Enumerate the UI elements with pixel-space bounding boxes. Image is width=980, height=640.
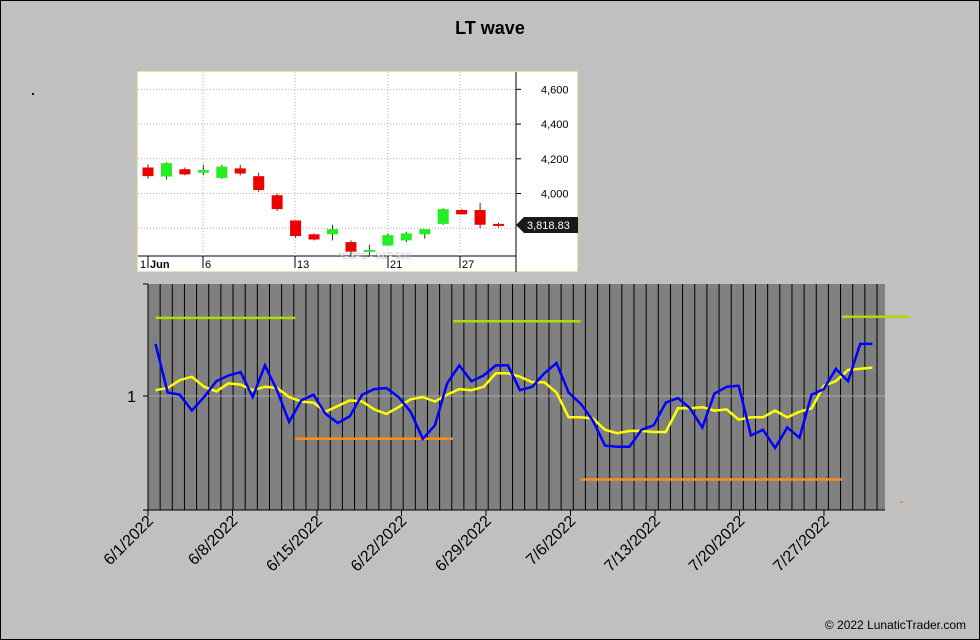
candle-body (271, 195, 283, 210)
main-x-tick-label: 7/13/2022 (601, 513, 663, 575)
main-chart: 1 6/1/2022 6/8/2022 6/15/2022 6/22/2022 … (101, 283, 909, 575)
marker-dot-orange (900, 501, 903, 503)
main-x-tick-labels: 6/1/2022 6/8/2022 6/15/2022 6/22/2022 6/… (101, 510, 833, 575)
wave-line (154, 342, 873, 451)
candle-body (308, 234, 320, 240)
main-x-tick-label: 7/27/2022 (770, 513, 832, 575)
inset-x-tick-label: 21 (390, 259, 402, 271)
inset-y-tick-label: 4,400 (541, 119, 569, 131)
last-price-tag-shape (516, 216, 578, 233)
inset-x-tick-labels: 1 Jun 6 13 21 27 (140, 256, 474, 271)
candle-body (253, 176, 265, 191)
candle-body (216, 166, 228, 178)
candle-body (363, 249, 375, 252)
inset-chart: ^GSPC - S&P 500 4,600 4,400 4,200 4,000 … (136, 70, 579, 273)
inset-x-tick-label: 13 (297, 259, 309, 271)
chart-title: LT wave (455, 18, 525, 38)
inset-watermark: ^GSPC - S&P 500 (337, 251, 410, 261)
inset-y-tick-label: 4,000 (541, 189, 569, 201)
main-x-tick-label: 6/1/2022 (101, 513, 157, 569)
candle-body (345, 242, 357, 252)
candle-body (382, 235, 394, 246)
marker-dot (32, 93, 34, 95)
inset-gridlines (138, 72, 516, 256)
inset-x-tick-label: 6 (205, 259, 211, 271)
inset-y-tick-labels: 4,600 4,400 4,200 4,000 (516, 84, 569, 201)
candle-body (437, 209, 449, 224)
candle-body (493, 223, 505, 226)
main-x-tick-label: 6/22/2022 (348, 513, 410, 575)
inset-y-tick-label: 4,200 (541, 154, 569, 166)
candle-body (142, 167, 154, 177)
candle-body (160, 163, 172, 177)
main-bands (155, 315, 909, 481)
main-x-tick-label: 7/6/2022 (523, 513, 579, 569)
last-price-tag: 3,818.83 (516, 216, 578, 233)
main-x-tick-label: 7/20/2022 (686, 513, 748, 575)
candle-body (419, 229, 431, 235)
inset-x-tick-label: 1 (140, 259, 146, 271)
main-y-tick-label: 1 (127, 389, 136, 406)
inset-y-tick-label: 4,600 (541, 84, 569, 96)
inset-candles (142, 162, 505, 257)
main-x-tick-label: 6/15/2022 (263, 513, 325, 575)
inset-x-tick-label: Jun (150, 259, 170, 271)
candle-body (327, 229, 338, 235)
last-price-label: 3,818.83 (527, 220, 570, 232)
candle-body (290, 220, 302, 237)
candle-body (474, 210, 486, 225)
main-x-tick-label: 6/8/2022 (185, 513, 241, 569)
candle-body (456, 210, 468, 215)
candle-body (179, 169, 191, 175)
inset-x-tick-label: 27 (462, 259, 474, 271)
inset-background (136, 70, 579, 273)
main-x-tick-label: 6/29/2022 (432, 513, 494, 575)
main-vertical-gridlines (159, 284, 878, 510)
candle-body (400, 233, 412, 241)
candle-body (234, 168, 246, 174)
copyright-notice: © 2022 LunaticTrader.com (824, 618, 966, 632)
candle-body (197, 170, 209, 173)
